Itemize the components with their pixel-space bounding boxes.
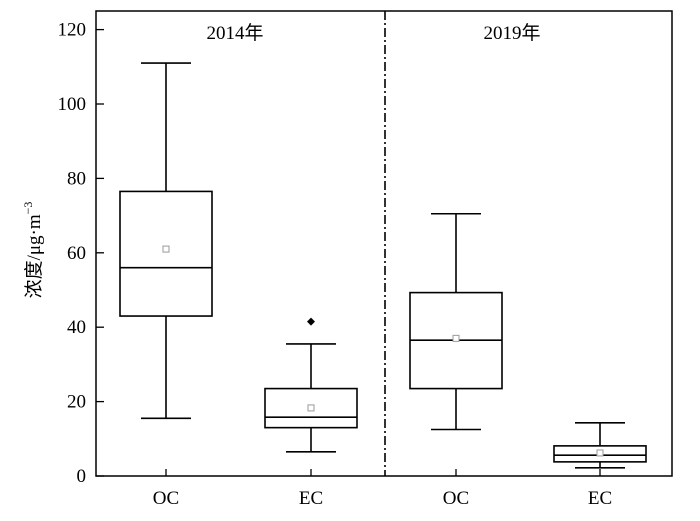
mean-marker	[596, 449, 604, 457]
plot-frame	[95, 10, 673, 477]
mean-marker	[162, 245, 170, 253]
panel-label: 2014年	[206, 22, 263, 44]
box-iqr	[119, 190, 213, 317]
y-tick-label: 0	[77, 466, 87, 487]
y-axis-label-text: 浓度/μg·m	[23, 214, 45, 298]
mean-marker	[452, 334, 460, 342]
x-tick-label: EC	[588, 488, 612, 509]
y-tick-label: 120	[58, 20, 87, 41]
y-tick-label: 20	[67, 392, 86, 413]
y-tick-label: 40	[67, 317, 86, 338]
outlier-point	[307, 317, 315, 326]
panel-label: 2019年	[483, 22, 540, 44]
x-tick-label: OC	[443, 488, 469, 509]
y-axis-label-superscript: −3	[21, 202, 35, 215]
y-tick-label: 100	[58, 94, 87, 115]
mean-marker	[307, 404, 315, 412]
y-tick-label: 80	[67, 168, 86, 189]
x-tick-label: EC	[299, 488, 323, 509]
y-axis-label: 浓度/μg·m−3	[21, 202, 45, 299]
x-tick-label: OC	[153, 488, 179, 509]
y-tick-label: 60	[67, 243, 86, 264]
svg-text:浓度/μg·m−3: 浓度/μg·m−3	[21, 202, 45, 299]
